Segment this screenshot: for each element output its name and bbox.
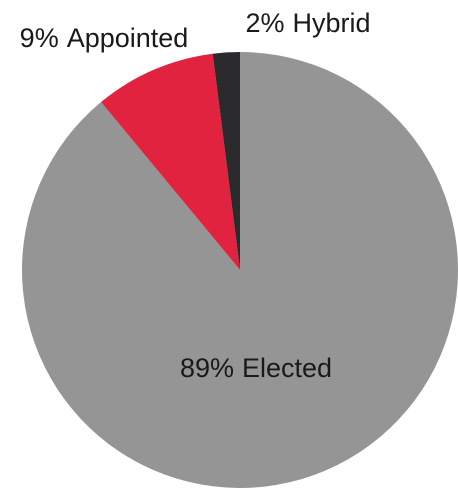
category-label: Elected bbox=[242, 353, 332, 383]
value-label: 9% bbox=[20, 23, 59, 53]
pie-slice bbox=[212, 52, 240, 270]
value-label: 89% bbox=[180, 353, 234, 383]
slice-label: 9% Appointed bbox=[20, 23, 189, 53]
pie-slice bbox=[101, 53, 241, 270]
category-label: Appointed bbox=[67, 23, 189, 53]
pie-slice bbox=[22, 52, 458, 488]
category-label: Hybrid bbox=[293, 8, 371, 38]
slice-label: 2% Hybrid bbox=[245, 8, 370, 38]
value-label: 2% bbox=[245, 8, 284, 38]
slice-label: 89% Elected bbox=[180, 353, 332, 383]
